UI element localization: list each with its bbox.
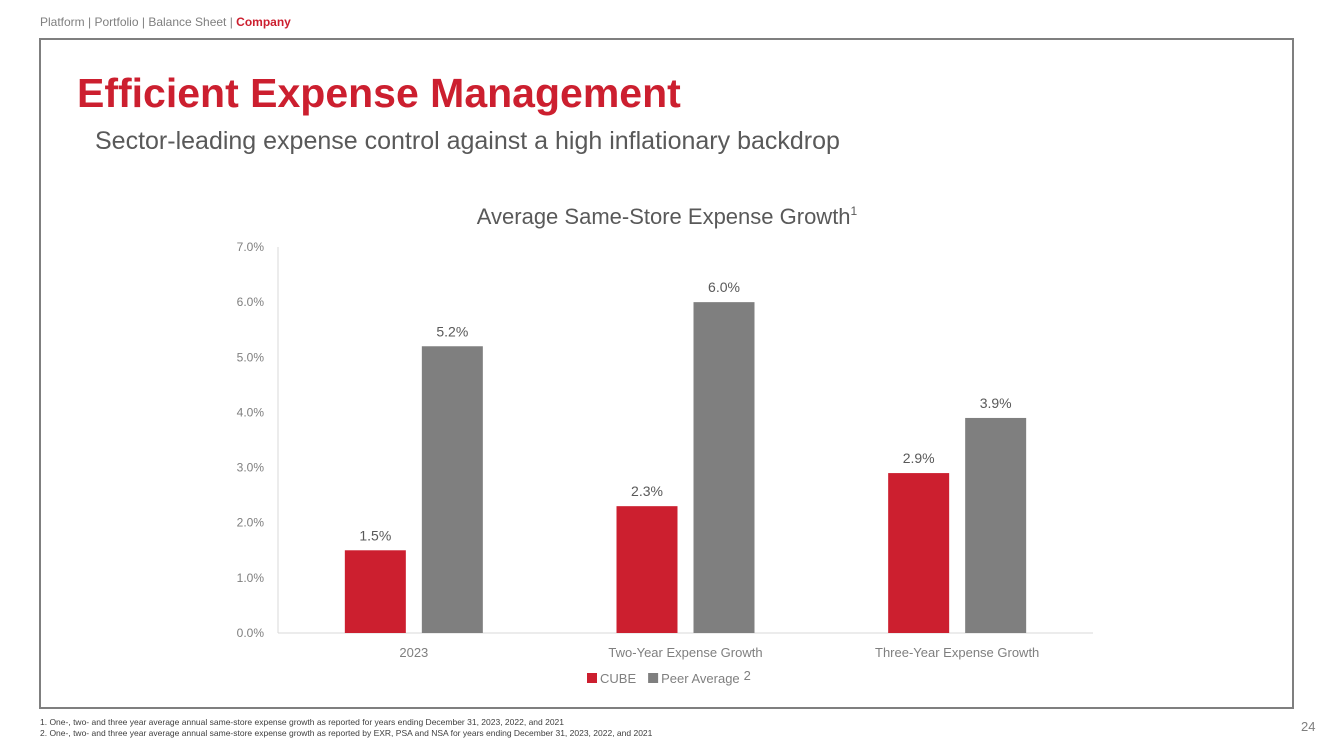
- bar-peer-average: [965, 417, 1027, 633]
- y-tick-label: 6.0%: [237, 295, 265, 309]
- page-number: 24: [1301, 719, 1316, 734]
- y-tick-label: 5.0%: [237, 350, 265, 364]
- legend-swatch: [648, 673, 659, 683]
- breadcrumb-separator: |: [226, 15, 237, 29]
- data-label: 1.5%: [359, 527, 391, 543]
- bar-peer-average: [421, 346, 483, 633]
- data-label: 5.2%: [436, 323, 468, 339]
- y-tick-label: 2.0%: [237, 516, 265, 530]
- footnote-1: 1. One-, two- and three year average ann…: [40, 717, 565, 727]
- y-tick-label: 7.0%: [237, 240, 265, 254]
- y-tick-label: 4.0%: [237, 405, 265, 419]
- data-label: 3.9%: [980, 395, 1012, 411]
- breadcrumb-item-portfolio[interactable]: Portfolio: [94, 15, 139, 29]
- x-tick-label: 2023: [399, 645, 428, 660]
- breadcrumb-item-platform[interactable]: Platform: [40, 15, 85, 29]
- page-subtitle: Sector-leading expense control against a…: [95, 127, 840, 155]
- legend-swatch: [587, 673, 597, 683]
- x-tick-label: Three-Year Expense Growth: [875, 645, 1039, 660]
- content-frame: [39, 38, 1294, 709]
- bar-peer-average: [693, 302, 755, 633]
- y-tick-label: 1.0%: [237, 571, 265, 585]
- data-label: 2.3%: [631, 483, 663, 499]
- chart-title: Average Same-Store Expense Growth1: [477, 204, 858, 229]
- page-title: Efficient Expense Management: [77, 70, 681, 116]
- data-label: 2.9%: [903, 450, 935, 466]
- bar-cube: [888, 473, 950, 633]
- legend-label: CUBE: [600, 671, 636, 686]
- breadcrumb: Platform | Portfolio | Balance Sheet | C…: [40, 15, 291, 29]
- y-tick-label: 0.0%: [237, 626, 265, 640]
- data-label: 6.0%: [708, 279, 740, 295]
- breadcrumb-separator: |: [138, 15, 149, 29]
- y-tick-label: 3.0%: [237, 461, 265, 475]
- footnote-2: 2. One-, two- and three year average ann…: [40, 728, 653, 738]
- bar-cube: [344, 550, 406, 633]
- breadcrumb-item-company[interactable]: Company: [236, 15, 291, 29]
- legend-label: Peer Average 2: [661, 668, 751, 686]
- breadcrumb-separator: |: [84, 15, 95, 29]
- breadcrumb-item-balance-sheet[interactable]: Balance Sheet: [148, 15, 227, 29]
- x-tick-label: Two-Year Expense Growth: [608, 645, 762, 660]
- footnotes: 1. One-, two- and three year average ann…: [40, 717, 652, 739]
- bar-cube: [616, 506, 678, 633]
